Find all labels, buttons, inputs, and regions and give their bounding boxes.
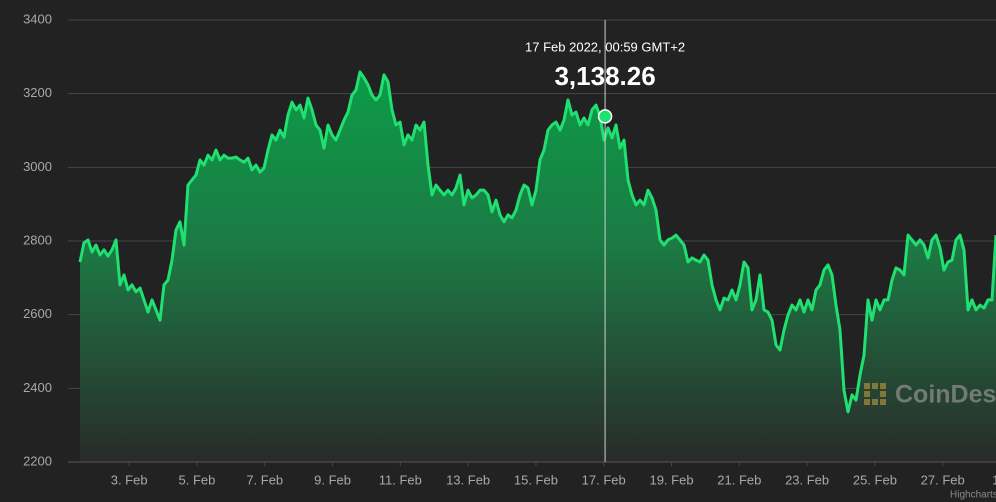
x-tick-label: 21. Feb: [717, 472, 761, 487]
x-tick-label: 15. Feb: [514, 472, 558, 487]
watermark-logo: [864, 383, 886, 405]
tooltip: 17 Feb 2022, 00:59 GMT+2 3,138.26: [525, 20, 685, 462]
plot: [78, 70, 996, 462]
tooltip-title: 17 Feb 2022, 00:59 GMT+2: [525, 39, 685, 54]
x-tick-label: 23. Feb: [785, 472, 829, 487]
area: [80, 71, 996, 462]
credits: Highcharts.com: [950, 490, 996, 501]
line: [78, 70, 996, 414]
tooltip-value: 3,138.26: [554, 61, 655, 91]
y-tick-label: 3000: [23, 159, 52, 174]
x-tick-label: 5. Feb: [179, 472, 216, 487]
x-tick-label: 19. Feb: [649, 472, 693, 487]
x-tick-label: 27. Feb: [921, 472, 965, 487]
x-tick-label: 17. Feb: [582, 472, 626, 487]
y-tick-label: 3400: [23, 11, 52, 26]
x-tick-label: 1. Mar: [992, 472, 996, 487]
y-tick-label: 3200: [23, 85, 52, 100]
y-tick-label: 2400: [23, 380, 52, 395]
y-tick-label: 2600: [23, 306, 52, 321]
x-tick-label: 11. Feb: [379, 472, 422, 487]
x-tick-label: 25. Feb: [853, 472, 897, 487]
tooltip-marker: [597, 109, 613, 124]
x-tick-label: 13. Feb: [446, 472, 490, 487]
x-tick-label: 9. Feb: [314, 472, 351, 487]
x-tick-label: 7. Feb: [246, 472, 283, 487]
x-tick-label: 3. Feb: [111, 472, 148, 487]
y-tick-label: 2200: [23, 453, 52, 468]
y-tick-label: 2800: [23, 232, 52, 247]
watermark-group: CoinDesk: [864, 381, 996, 409]
watermark: CoinDesk: [895, 381, 996, 409]
axes: 2200 2400 2600 2800 3000 3200 3400 3. Feb 5. Feb…: [23, 11, 996, 487]
